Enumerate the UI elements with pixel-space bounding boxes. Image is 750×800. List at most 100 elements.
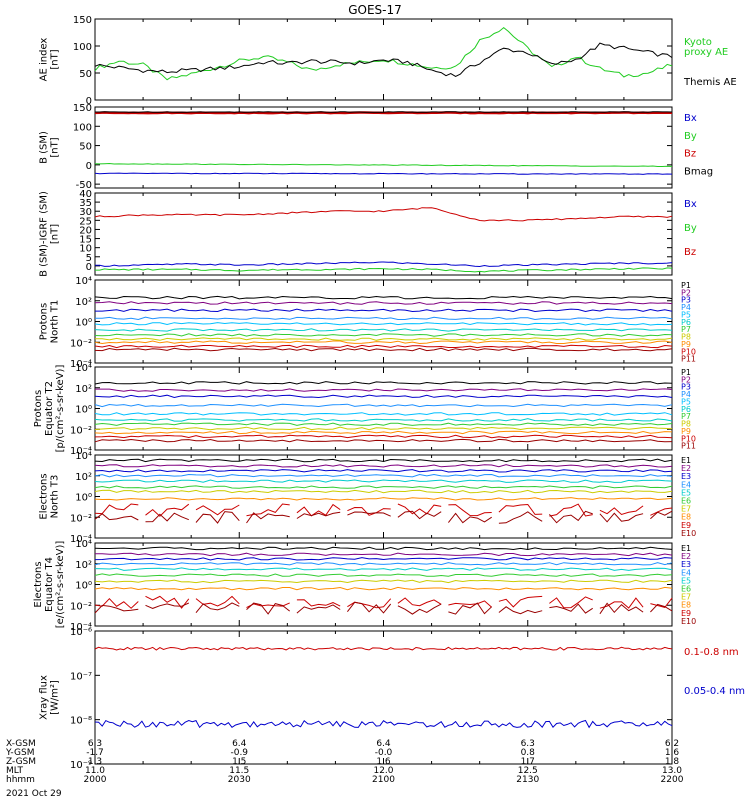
panel-frame [94, 106, 673, 189]
legend-entry: Bx [684, 199, 697, 210]
x-row-value: 1.6 [665, 748, 680, 758]
level-line-e5 [94, 567, 673, 571]
x-row-value: 6.3 [88, 739, 102, 749]
y-tick-label: 40 [79, 189, 92, 200]
x-row-label: X-GSM [6, 739, 36, 749]
level-line-e4 [94, 562, 673, 566]
y-axis-label: North T3 [50, 475, 61, 519]
y-tick-label: 150 [73, 103, 92, 114]
level-label-p10: P10 [681, 347, 696, 356]
x-row-value: 11.0 [85, 766, 105, 776]
y-axis-label: [W/m²] [50, 680, 61, 715]
level-label-e1: E1 [681, 456, 691, 465]
plot-title: GOES-17 [348, 3, 402, 17]
level-label-e6: E6 [681, 497, 691, 506]
level-label-e1: E1 [681, 544, 691, 553]
panel-frame [94, 192, 673, 276]
level-line-e10 [94, 510, 673, 524]
x-row-label: MLT [6, 766, 24, 776]
level-line-e5 [94, 479, 673, 483]
x-row-value: 2130 [516, 775, 539, 785]
x-row-value: 2100 [372, 775, 395, 785]
level-line-p1 [94, 295, 673, 300]
level-line-p6 [94, 328, 673, 332]
y-axis-label: Electrons [33, 561, 44, 607]
panel-frame [94, 366, 673, 451]
legend-entry: Bz [684, 247, 696, 258]
level-line-p8 [95, 337, 673, 341]
x-row-value: 6.4 [232, 739, 247, 749]
x-row-value: 1.3 [88, 757, 102, 767]
level-line-p5 [94, 412, 673, 416]
y-tick-label: 50 [79, 69, 92, 80]
level-line-p7 [94, 333, 673, 337]
y-tick-label: 10⁻⁴ [70, 446, 92, 457]
level-line-p4 [95, 316, 673, 321]
y-tick-label: 150 [73, 15, 92, 26]
y-tick-label: 30 [79, 207, 92, 218]
series-line-bmag [95, 111, 673, 113]
y-axis-label: Protons [33, 390, 44, 427]
level-label-e4: E4 [681, 480, 691, 489]
legend-entry: proxy AE [684, 47, 728, 58]
y-tick-label: 10² [75, 384, 92, 395]
y-tick-label: 10⁻⁴ [70, 359, 92, 370]
series-line-by [95, 267, 673, 273]
panel-8: 10⁻⁶ 10⁻⁷ 10⁻⁸ 10⁻⁹ Xray flux [W/m²] 0.1-0.8 n… [39, 627, 746, 771]
y-tick-label: 100 [73, 122, 92, 133]
level-line-e8 [94, 497, 673, 501]
x-row-value: -1.7 [86, 748, 104, 758]
level-label-p2: P2 [681, 288, 691, 297]
x-row-label: Y-GSM [5, 748, 34, 758]
y-tick-label: 10⁻⁸ [70, 716, 92, 727]
y-tick-label: 35 [79, 198, 92, 209]
level-line-e9 [94, 503, 673, 517]
level-label-e2: E2 [681, 464, 691, 473]
y-tick-label: 10⁰ [75, 318, 92, 329]
level-line-e9 [94, 595, 673, 609]
series-line-kyoto-proxy-ae [94, 26, 673, 81]
y-tick-label: 10⁻² [70, 601, 92, 612]
y-tick-label: 10⁻⁶ [70, 627, 92, 638]
level-line-p3 [95, 308, 673, 313]
level-label-p1: P1 [681, 281, 691, 290]
y-axis-label: North T1 [50, 300, 61, 344]
level-line-p8 [94, 426, 673, 431]
x-row-value: 6.2 [665, 739, 679, 749]
series-line-themis-ae [94, 42, 673, 77]
level-label-e8: E8 [681, 513, 691, 522]
y-axis-label: [nT] [50, 137, 61, 157]
x-row-value: 13.0 [662, 766, 682, 776]
level-label-p7: P7 [681, 412, 691, 421]
legend-entry: 0.05-0.4 nm [684, 686, 745, 697]
level-label-p6: P6 [681, 318, 691, 327]
level-label-p2: P2 [681, 375, 691, 384]
legend-entry: Bx [684, 113, 697, 124]
level-label-e2: E2 [681, 552, 691, 561]
level-line-e8 [94, 586, 673, 591]
y-axis-label: [nT] [50, 49, 61, 69]
level-line-p1 [94, 381, 673, 385]
level-line-e3 [94, 469, 673, 473]
level-label-p11: P11 [681, 442, 696, 451]
level-label-e4: E4 [681, 568, 691, 577]
y-tick-label: 10² [75, 472, 92, 483]
level-line-e6 [94, 485, 673, 489]
y-axis-label: Electrons [39, 473, 50, 519]
series-line-bz [94, 111, 672, 115]
level-line-p2 [94, 301, 673, 305]
x-row-value: -0.0 [375, 748, 393, 758]
y-tick-label: 10⁻⁷ [70, 671, 92, 682]
legend-entry: Bz [684, 149, 696, 160]
y-axis-label: [p/(cm²-s-sr-keV)] [55, 365, 66, 453]
y-tick-label: 100 [73, 42, 92, 53]
y-tick-label: 0 [86, 96, 92, 107]
level-label-p9: P9 [681, 427, 691, 436]
x-row-value: 1.8 [665, 757, 680, 767]
x-row-value: 2000 [84, 775, 107, 785]
y-tick-label: 25 [79, 216, 92, 227]
level-line-e7 [94, 489, 673, 494]
level-line-p10 [94, 434, 673, 439]
y-tick-label: 10² [75, 297, 92, 308]
